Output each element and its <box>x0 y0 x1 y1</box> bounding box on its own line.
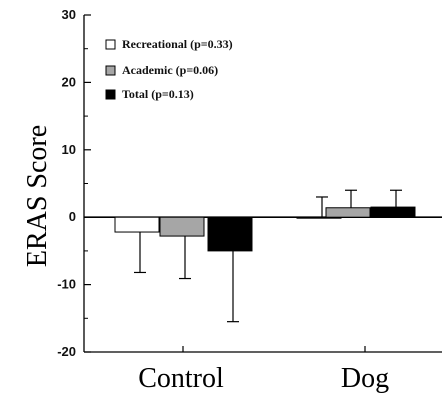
category-label-control: Control <box>138 363 224 394</box>
legend: Recreational (p=0.33) Academic (p=0.06) To… <box>105 37 233 101</box>
axes: 30 20 10 0 -10 -20 Control Dog <box>57 7 442 394</box>
y-tick-label: -10 <box>57 277 76 292</box>
bar-control-1 <box>159 216 205 237</box>
y-tick-label: 30 <box>62 7 76 22</box>
bar-dog-2 <box>370 206 416 218</box>
bar-dog-1 <box>325 207 371 218</box>
bars <box>114 189 416 323</box>
y-tick-label: 0 <box>69 209 76 224</box>
legend-label-0: Recreational (p=0.33) <box>122 37 233 51</box>
y-axis-label: ERAS Score <box>22 125 53 267</box>
bar-control-2 <box>207 216 253 252</box>
category-label-dog: Dog <box>341 363 389 394</box>
legend-swatch-0 <box>105 39 116 50</box>
legend-swatch-2 <box>105 89 116 100</box>
y-tick-label: -20 <box>57 344 76 359</box>
bar-control-0 <box>114 216 160 233</box>
y-tick-label: 20 <box>62 74 76 89</box>
legend-swatch-1 <box>105 65 116 76</box>
legend-label-2: Total (p=0.13) <box>122 87 194 101</box>
y-tick-label: 10 <box>62 142 76 157</box>
legend-label-1: Academic (p=0.06) <box>122 63 218 77</box>
